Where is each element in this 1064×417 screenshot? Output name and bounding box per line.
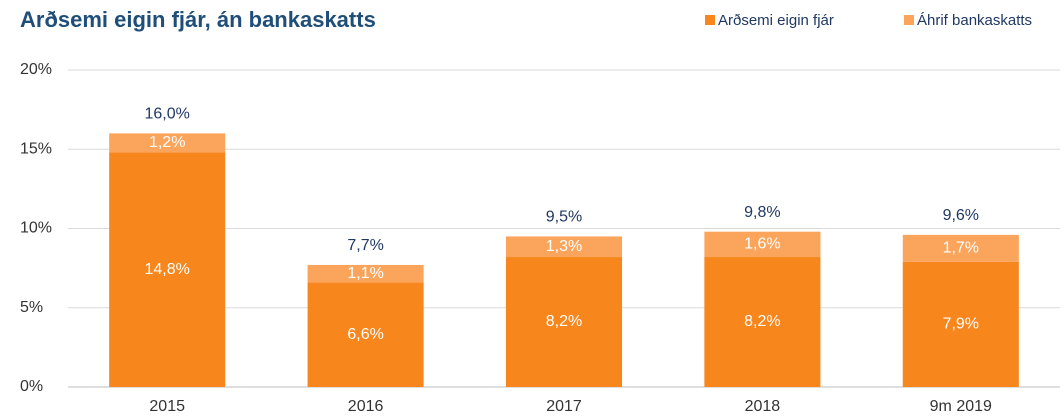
total-label: 9,5% — [546, 209, 582, 226]
data-label: 14,8% — [145, 261, 190, 278]
legend-swatch — [705, 15, 715, 25]
bar-segment — [704, 257, 821, 387]
bar-segment — [505, 257, 623, 387]
total-label: 16,0% — [145, 106, 190, 123]
legend-label: Áhrif bankaskatts — [917, 12, 1032, 29]
total-label: 7,7% — [347, 237, 383, 254]
total-label: 9,8% — [744, 204, 780, 221]
bar-segment — [109, 133, 226, 153]
bar-segment — [902, 234, 1019, 262]
legend-swatch — [904, 15, 914, 25]
x-tick-label: 9m 2019 — [930, 398, 992, 415]
x-tick-label: 2016 — [348, 398, 384, 415]
total-label: 9,6% — [943, 207, 979, 224]
y-tick-label: 15% — [20, 140, 52, 157]
bar-segment — [307, 264, 424, 283]
x-tick-label: 2017 — [546, 398, 582, 415]
y-tick-label: 5% — [20, 299, 43, 316]
data-label: 7,9% — [943, 316, 979, 333]
x-tick-label: 2015 — [149, 398, 185, 415]
y-tick-label: 10% — [20, 220, 52, 237]
y-tick-label: 0% — [20, 378, 43, 395]
bar-segment — [704, 231, 821, 258]
bar-segment — [902, 261, 1019, 387]
data-label: 8,2% — [744, 313, 780, 330]
chart-title: Arðsemi eigin fjár, án bankaskatts — [20, 7, 376, 32]
bar-segment — [307, 282, 424, 387]
y-tick-label: 20% — [20, 61, 52, 78]
data-label: 1,7% — [943, 240, 979, 257]
data-label: 1,2% — [149, 134, 185, 151]
data-label: 8,2% — [546, 313, 582, 330]
legend-label: Arðsemi eigin fjár — [718, 12, 834, 29]
data-label: 1,6% — [744, 236, 780, 253]
data-label: 6,6% — [347, 326, 383, 343]
data-label: 1,3% — [546, 238, 582, 255]
bar-segment — [505, 236, 623, 258]
bar-segment — [109, 152, 226, 387]
x-tick-label: 2018 — [745, 398, 781, 415]
data-label: 1,1% — [347, 265, 383, 282]
